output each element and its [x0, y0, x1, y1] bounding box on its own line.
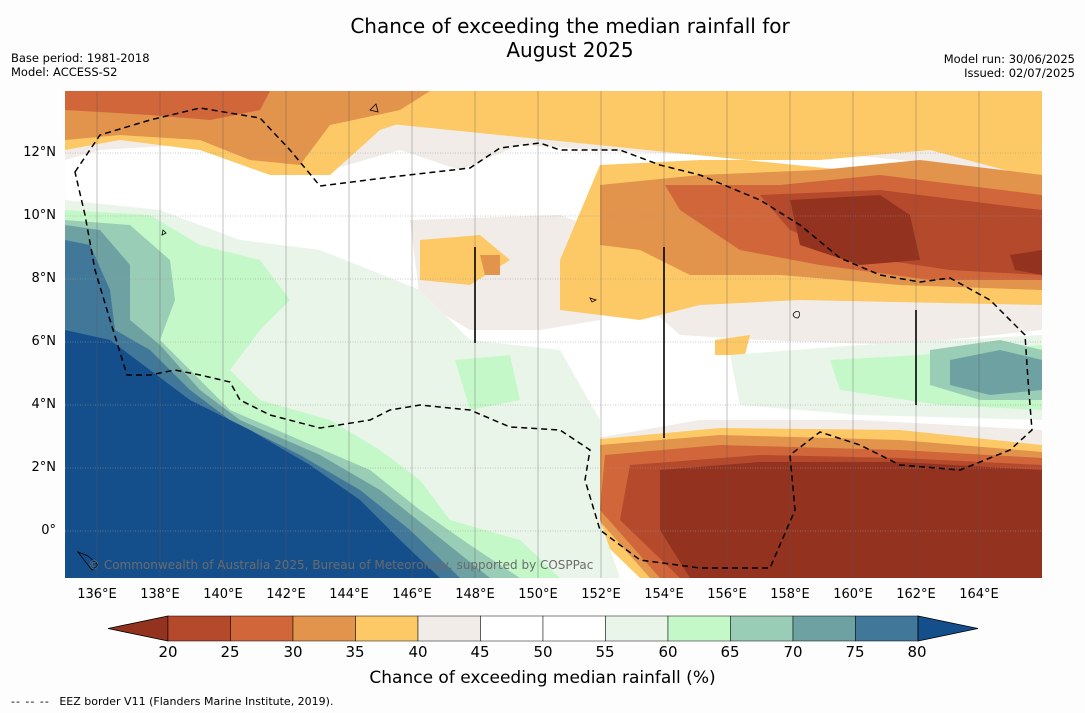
lon-label: 162°E: [896, 587, 936, 602]
title-line-2: August 2025: [506, 38, 634, 62]
lon-label: 144°E: [329, 587, 369, 602]
colorbar-arrow-high: [917, 615, 979, 642]
colorbar-swatch: [480, 615, 544, 642]
lon-label: 158°E: [770, 587, 810, 602]
colorbar-tick: 60: [658, 643, 678, 661]
graticule: [65, 152, 1042, 532]
colorbar-tick: 20: [158, 643, 178, 661]
run-info: Model run: 30/06/2025 Issued: 02/07/2025: [944, 52, 1075, 80]
copyright-notice: © Commonwealth of Australia 2025, Bureau…: [88, 558, 594, 572]
colorbar-tick: 25: [220, 643, 240, 661]
issued-date: Issued: 02/07/2025: [964, 66, 1075, 80]
lon-label: 148°E: [455, 587, 495, 602]
colorbar-label: Chance of exceeding median rainfall (%): [369, 668, 716, 688]
islands: [76, 103, 801, 571]
colorbar-tick: 70: [783, 643, 803, 661]
colorbar-swatch: [730, 615, 794, 642]
colorbar-swatch: [230, 615, 294, 642]
colorbar-tick: 75: [845, 643, 865, 661]
lon-label: 152°E: [581, 587, 621, 602]
colorbar-tick: 65: [720, 643, 740, 661]
colorbar-swatch: [605, 615, 669, 642]
lon-label: 136°E: [77, 587, 117, 602]
colorbar-arrow-low: [107, 615, 169, 642]
lat-label: 8°N: [31, 271, 57, 286]
lat-label: 0°: [41, 523, 56, 538]
colorbar-swatch: [417, 615, 481, 642]
colorbar-tick: 80: [907, 643, 927, 661]
lat-label: 4°N: [31, 397, 57, 412]
lat-label: 6°N: [31, 334, 57, 349]
colorbar-swatch: [292, 615, 356, 642]
lon-label: 156°E: [707, 587, 747, 602]
lat-label: 12°N: [23, 145, 56, 160]
lon-label: 154°E: [644, 587, 684, 602]
model-run-date: Model run: 30/06/2025: [943, 52, 1075, 66]
footer-note: -- -- -- EEZ border V11 (Flanders Marine…: [11, 695, 333, 708]
colorbar-tick: 50: [533, 643, 553, 661]
eez-border: [74, 107, 1033, 569]
colorbar-tick: 30: [283, 643, 303, 661]
lon-label: 138°E: [140, 587, 180, 602]
colorbar-swatch: [667, 615, 731, 642]
boundary-lines: [474, 247, 917, 438]
lon-label: 146°E: [392, 587, 432, 602]
eez-legend-text: EEZ border V11 (Flanders Marine Institut…: [59, 695, 334, 708]
colorbar-tick: 40: [408, 643, 428, 661]
lat-label: 2°N: [31, 460, 57, 475]
lon-label: 160°E: [833, 587, 873, 602]
title-line-1: Chance of exceeding the median rainfall …: [350, 14, 790, 38]
colorbar-tick: 45: [470, 643, 490, 661]
model-name: Model: ACCESS-S2: [11, 65, 118, 79]
lon-label: 164°E: [959, 587, 999, 602]
lat-label: 10°N: [23, 208, 56, 223]
colorbar-swatch: [855, 615, 919, 642]
colorbar-swatch: [792, 615, 856, 642]
lon-label: 140°E: [203, 587, 243, 602]
colorbar-tick: 35: [345, 643, 365, 661]
map-field: [65, 91, 1042, 578]
lon-label: 142°E: [266, 587, 306, 602]
colorbar-swatch: [355, 615, 419, 642]
lon-label: 150°E: [518, 587, 558, 602]
colorbar-swatch: [167, 615, 231, 642]
colorbar-tick: 55: [595, 643, 615, 661]
colorbar-swatch: [542, 615, 606, 642]
model-info: Base period: 1981-2018 Model: ACCESS-S2: [11, 51, 150, 79]
eez-legend-dash: -- -- --: [11, 695, 50, 708]
map-title: Chance of exceeding the median rainfall …: [0, 14, 1085, 62]
base-period: Base period: 1981-2018: [11, 51, 150, 65]
